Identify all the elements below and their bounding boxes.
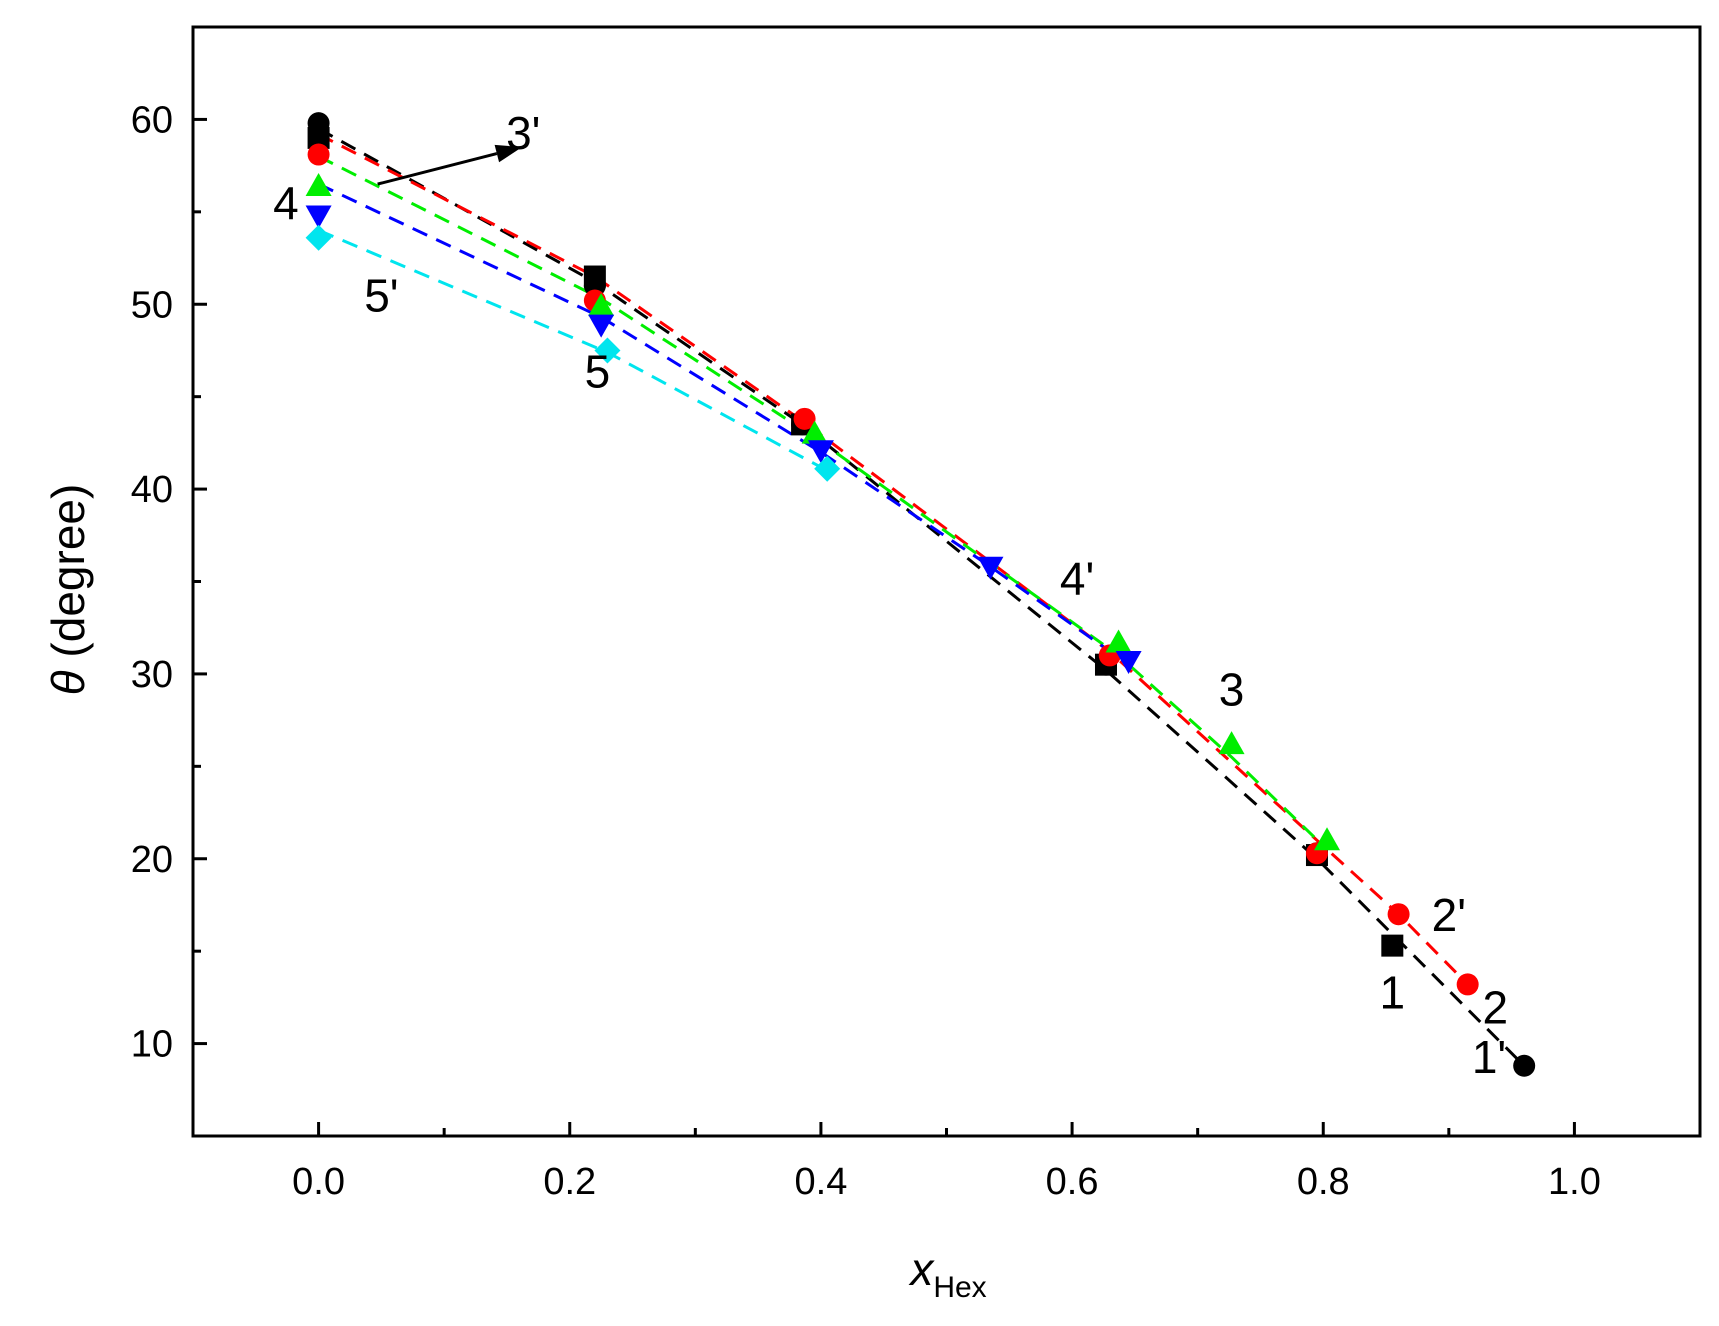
x-tick-label: 0.4	[795, 1161, 848, 1203]
point-s4-0	[305, 205, 332, 229]
point-s4-2	[807, 440, 834, 464]
x-tick-label: 0.0	[292, 1161, 345, 1203]
annotation-label: 1'	[1472, 1031, 1506, 1083]
y-axis-label-text: (degree)	[42, 484, 94, 658]
x-tick-label: 0.8	[1297, 1161, 1350, 1203]
y-axis-label: θ (degree)	[42, 484, 94, 696]
y-tick-label: 50	[131, 284, 173, 326]
point-s2-6	[1456, 973, 1479, 996]
x-tick-label: 0.6	[1046, 1161, 1099, 1203]
annotation-arrow-head	[494, 144, 523, 163]
point-s2-5	[1387, 903, 1410, 926]
annotation-label: 2	[1483, 981, 1509, 1033]
x-axis-label-main: x	[908, 1243, 935, 1295]
point-s3-5	[1314, 827, 1341, 851]
y-tick-label: 20	[131, 839, 173, 881]
y-tick-label: 10	[131, 1024, 173, 1066]
annotation-arrow-line	[377, 152, 498, 186]
fit-line-3	[317, 155, 1329, 851]
plot-frame	[191, 25, 1702, 1138]
point-s1-5	[1513, 1054, 1536, 1077]
fit-line-2	[317, 132, 1469, 986]
x-tick-label: 0.2	[543, 1161, 596, 1203]
annotation-label: 4'	[1060, 552, 1094, 604]
point-s3-0	[305, 172, 332, 196]
annotation-label: 5	[585, 345, 611, 397]
fit-line-1	[317, 127, 1526, 1067]
fit-line-4	[317, 182, 1130, 666]
x-axis-label-sub: Hex	[933, 1271, 986, 1304]
y-tick-label: 60	[131, 99, 173, 141]
point-s1-0	[307, 112, 330, 135]
point-s5-2	[814, 455, 841, 482]
point-s5-0	[305, 224, 332, 251]
point-s3-4	[1218, 731, 1245, 755]
point-s3-2	[801, 420, 828, 444]
point-s4-3	[977, 556, 1004, 580]
annotation-label: 1	[1380, 966, 1406, 1018]
annotation-label: 3'	[506, 107, 540, 159]
point-s2-2	[793, 407, 816, 430]
annotation-label: 4	[273, 177, 299, 229]
x-tick-label: 1.0	[1548, 1161, 1601, 1203]
point-s3-3	[1105, 629, 1132, 653]
y-tick-label: 40	[131, 469, 173, 511]
point-s4-1	[588, 314, 615, 338]
point-s2-0	[307, 143, 330, 166]
point-s5-1	[594, 337, 621, 364]
point-s3-1	[588, 293, 615, 317]
x-axis-label: xHex	[908, 1243, 986, 1304]
point-s4-4	[1115, 650, 1142, 674]
y-tick-label: 30	[131, 654, 173, 696]
y-axis-label-symbol: θ	[42, 670, 94, 695]
point-s0-5	[1381, 934, 1404, 957]
annotation-label: 5'	[364, 270, 398, 322]
annotation-label: 2'	[1432, 889, 1466, 941]
annotation-label: 3	[1219, 663, 1245, 715]
